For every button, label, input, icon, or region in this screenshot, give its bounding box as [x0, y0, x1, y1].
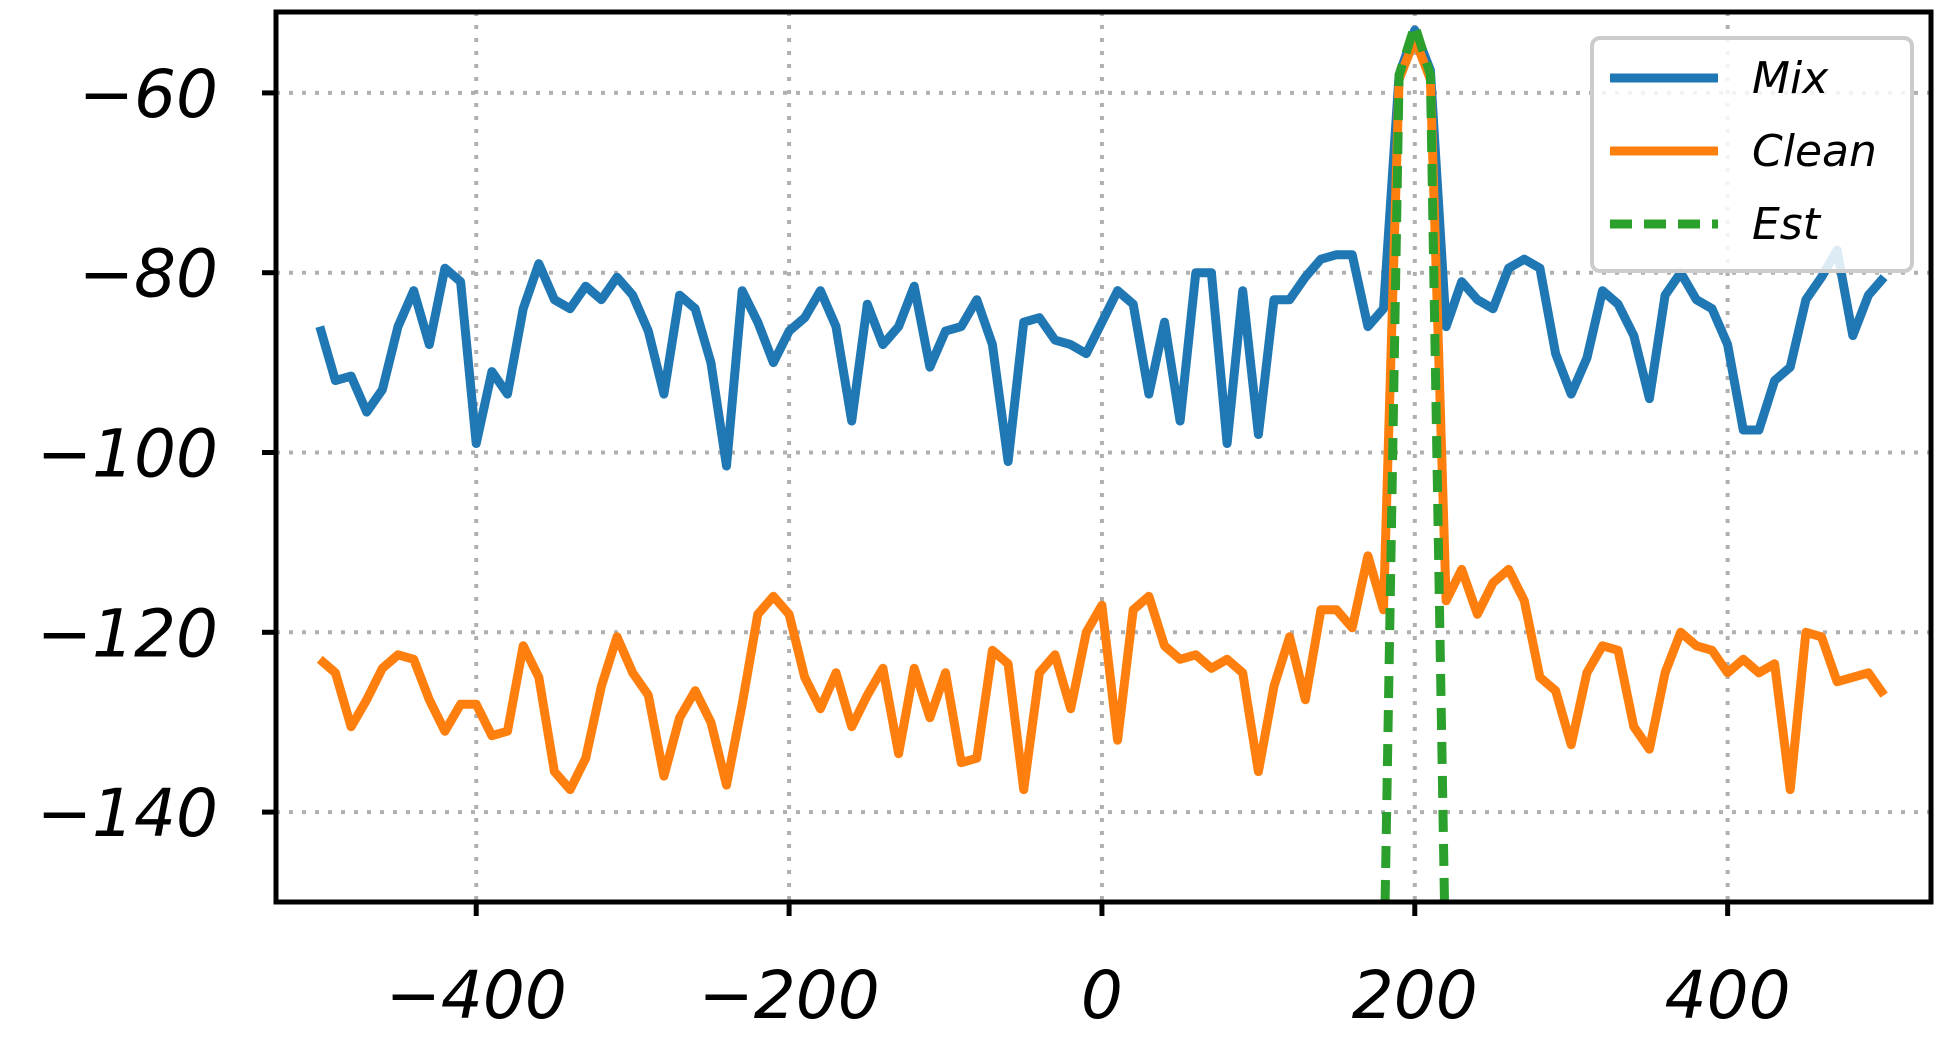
x-tick-label: −400 — [386, 957, 567, 1034]
x-tick-label: 200 — [1352, 957, 1478, 1034]
legend: Mix Clean Est — [1590, 36, 1914, 273]
axis-ticks: −400 −200 0 200 400 −140 −120 −100 −80 −60 — [37, 56, 1791, 1034]
legend-label-mix: Mix — [1752, 53, 1829, 104]
x-tick-label: −200 — [698, 957, 879, 1034]
y-tick-label: −120 — [37, 595, 218, 672]
series-line-mix — [315, 25, 1888, 471]
legend-label-est: Est — [1752, 199, 1822, 250]
y-tick-label: −140 — [37, 775, 218, 852]
legend-box — [1590, 36, 1914, 273]
series-line-clean — [316, 34, 1888, 795]
y-tick-label: −80 — [79, 236, 218, 313]
y-tick-label: −100 — [37, 416, 218, 493]
x-tick-label: 400 — [1665, 957, 1791, 1034]
series-line-est — [1380, 21, 1449, 903]
series-group — [315, 21, 1888, 903]
x-tick-label: 0 — [1081, 957, 1123, 1034]
legend-label-clean: Clean — [1752, 126, 1877, 177]
y-tick-label: −60 — [79, 56, 218, 133]
